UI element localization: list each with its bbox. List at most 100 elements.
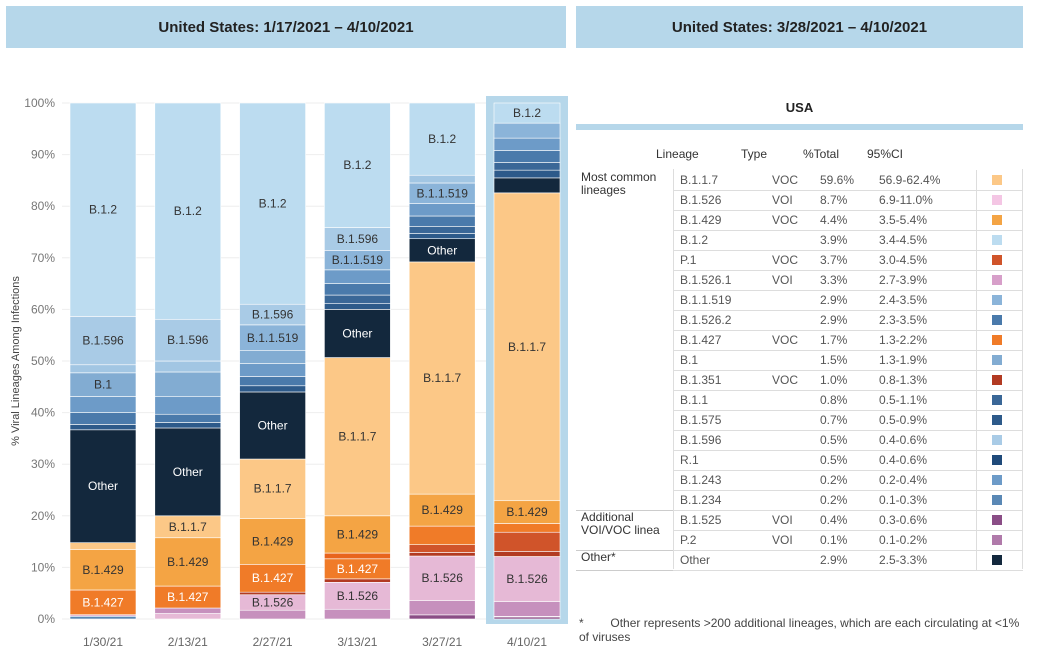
bar-segment-lineage bbox=[408, 544, 476, 553]
bar-data-label: Other bbox=[88, 479, 118, 493]
left-panel-header: United States: 1/17/2021 – 4/10/2021 bbox=[6, 6, 566, 48]
bar-segment-b-1-526 bbox=[493, 556, 561, 602]
bar-segment-b-1-525 bbox=[493, 616, 561, 620]
ci-cell: 2.3-3.5% bbox=[879, 313, 928, 327]
table-row: B.1.526.1 VOI 3.3% 2.7-3.9% bbox=[673, 270, 1023, 291]
col-header-total: %Total bbox=[803, 147, 840, 161]
table-row: B.1.427 VOC 1.7% 1.3-2.2% bbox=[673, 330, 1023, 351]
column-divider bbox=[976, 230, 977, 250]
color-swatch bbox=[992, 455, 1002, 465]
col-header-type: Type bbox=[741, 147, 768, 161]
bar-segment-other bbox=[493, 177, 561, 194]
table-divider bbox=[673, 169, 674, 569]
bar-segment-lineage bbox=[239, 385, 306, 393]
total-cell: 1.7% bbox=[820, 333, 848, 347]
x-tick-label: 3/27/21 bbox=[422, 635, 462, 649]
bar-data-label: B.1.427 bbox=[82, 595, 124, 609]
total-cell: 8.7% bbox=[820, 193, 848, 207]
color-swatch bbox=[992, 515, 1002, 525]
column-divider bbox=[976, 210, 977, 230]
table-row: Other 2.9% 2.5-3.3% bbox=[673, 550, 1023, 571]
bar-segment-lineage bbox=[154, 413, 222, 423]
y-tick-label: 30% bbox=[31, 457, 55, 471]
type-cell: VOC bbox=[772, 253, 799, 267]
ci-cell: 0.8-1.3% bbox=[879, 373, 928, 387]
color-swatch bbox=[992, 375, 1002, 385]
right-panel-title: United States: 3/28/2021 – 4/10/2021 bbox=[671, 18, 928, 36]
left-panel-title: United States: 1/17/2021 – 4/10/2021 bbox=[158, 18, 414, 36]
bar-data-label: B.1.429 bbox=[82, 563, 124, 577]
lineage-cell: B.1.575 bbox=[680, 413, 722, 427]
bar-data-label: B.1.1.7 bbox=[508, 340, 546, 354]
column-divider bbox=[976, 290, 977, 310]
bar-segment-lineage bbox=[154, 607, 222, 614]
footnote-text: Other represents >200 additional lineage… bbox=[579, 616, 1020, 644]
bar-segment-lineage bbox=[493, 601, 561, 617]
bar-data-label: B.1.526 bbox=[252, 595, 294, 609]
color-swatch bbox=[992, 435, 1002, 445]
bar-data-label: B.1.1.519 bbox=[247, 331, 299, 345]
lineage-cell: B.1.429 bbox=[680, 213, 722, 227]
ci-cell: 2.7-3.9% bbox=[879, 273, 928, 287]
column-divider bbox=[976, 510, 977, 530]
lineage-cell: Other bbox=[680, 553, 711, 567]
bar-segment-lineage bbox=[154, 360, 222, 373]
bar-segment-lineage bbox=[239, 609, 306, 620]
table-group: Most common lineages bbox=[576, 170, 673, 511]
ci-cell: 3.0-4.5% bbox=[879, 253, 928, 267]
lineage-cell: B.1.243 bbox=[680, 473, 722, 487]
column-divider bbox=[976, 470, 977, 490]
table-group: Other* bbox=[576, 550, 673, 571]
lineage-cell: B.1.1.7 bbox=[680, 173, 719, 187]
table-row: B.1.526 VOI 8.7% 6.9-11.0% bbox=[673, 190, 1023, 211]
bar-data-label: B.1.2 bbox=[513, 106, 541, 120]
ci-cell: 0.2-0.4% bbox=[879, 473, 928, 487]
bar-segment-lineage bbox=[324, 303, 391, 310]
bar-data-label: Other bbox=[173, 465, 203, 479]
footnote-mark: * bbox=[579, 616, 584, 630]
bar-segment-b-1-1-7 bbox=[239, 458, 306, 519]
bar-segment-b-1-351 bbox=[324, 578, 391, 583]
bar-segment-b-1-429 bbox=[69, 549, 137, 591]
total-cell: 0.2% bbox=[820, 493, 848, 507]
bar-segment-b-1-1-7 bbox=[69, 542, 137, 550]
color-swatch bbox=[992, 235, 1002, 245]
color-swatch bbox=[992, 315, 1002, 325]
lineage-cell: B.1.526 bbox=[680, 193, 722, 207]
bar-segment-lineage bbox=[324, 608, 391, 620]
ci-cell: 0.4-0.6% bbox=[879, 453, 928, 467]
color-swatch bbox=[992, 195, 1002, 205]
bar-segment-lineage bbox=[324, 552, 391, 560]
type-cell: VOI bbox=[772, 273, 793, 287]
total-cell: 0.1% bbox=[820, 533, 848, 547]
bar-segment-lineage bbox=[69, 364, 137, 374]
bar-segment-lineage bbox=[493, 122, 561, 139]
ci-cell: 2.4-3.5% bbox=[879, 293, 928, 307]
y-tick-label: 40% bbox=[31, 406, 55, 420]
bar-segment-other bbox=[154, 427, 222, 517]
ci-cell: 1.3-2.2% bbox=[879, 333, 928, 347]
color-swatch bbox=[992, 475, 1002, 485]
color-swatch bbox=[992, 555, 1002, 565]
bar-segment-lineage bbox=[493, 169, 561, 179]
table-row: B.1.234 0.2% 0.1-0.3% bbox=[673, 490, 1023, 511]
type-cell: VOC bbox=[772, 333, 799, 347]
total-cell: 2.9% bbox=[820, 293, 848, 307]
table-group-label: Most common lineages bbox=[581, 171, 657, 197]
total-cell: 0.7% bbox=[820, 413, 848, 427]
bar-segment-other bbox=[324, 309, 391, 358]
total-cell: 0.8% bbox=[820, 393, 848, 407]
table-row: B.1.243 0.2% 0.2-0.4% bbox=[673, 470, 1023, 491]
total-cell: 2.9% bbox=[820, 313, 848, 327]
total-cell: 4.4% bbox=[820, 213, 848, 227]
bar-segment-lineage bbox=[69, 412, 137, 425]
bar-data-label: B.1.1.519 bbox=[332, 253, 384, 267]
table-row: B.1.351 VOC 1.0% 0.8-1.3% bbox=[673, 370, 1023, 391]
color-swatch bbox=[992, 415, 1002, 425]
bar-segment-other bbox=[69, 429, 137, 543]
bar-segment-b-1-351 bbox=[408, 552, 476, 557]
table-row: B.1.429 VOC 4.4% 3.5-5.4% bbox=[673, 210, 1023, 231]
bar-data-label: B.1.1.7 bbox=[423, 371, 461, 385]
bar-segment-lineage bbox=[154, 371, 222, 397]
bar-segment-lineage bbox=[493, 162, 561, 171]
